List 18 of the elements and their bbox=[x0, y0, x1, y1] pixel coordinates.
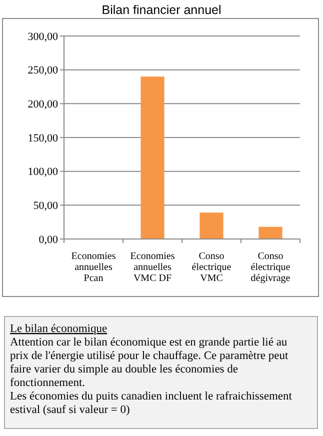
text: Attention car le bilan économique est en grande partie lié au prix de l'énergie utilisé pour le chauffage. Ce paramètre peut faire varier du simple au double les économies de fonctionnement. bbox=[10, 336, 289, 389]
x-tick-label: Conso électrique VMC bbox=[192, 251, 232, 284]
chart-title: Bilan financier annuel bbox=[102, 3, 222, 17]
y-tick-label: 300,00 bbox=[28, 30, 58, 43]
y-tick-label: 200,00 bbox=[28, 98, 58, 111]
text: Le bilan économique bbox=[10, 323, 108, 335]
y-tick-label: 50,00 bbox=[33, 200, 58, 212]
bar bbox=[140, 76, 164, 239]
x-tick-label: Economies annuelles Pcan bbox=[71, 251, 116, 284]
y-tick-label: 250,00 bbox=[28, 64, 58, 77]
y-tick-label: 0,00 bbox=[38, 234, 58, 246]
bar bbox=[200, 212, 224, 239]
x-tick-label: Conso électrique dégivrage bbox=[250, 251, 291, 284]
x-tick-label: Economies annuelles VMC DF bbox=[130, 251, 175, 284]
text: Les économies du puits canadien incluent le rafraichissement estival (sauf si valeur = 0) bbox=[10, 390, 293, 416]
y-tick-label: 150,00 bbox=[28, 132, 58, 144]
y-tick-label: 100,00 bbox=[28, 166, 58, 178]
bar bbox=[258, 226, 282, 239]
